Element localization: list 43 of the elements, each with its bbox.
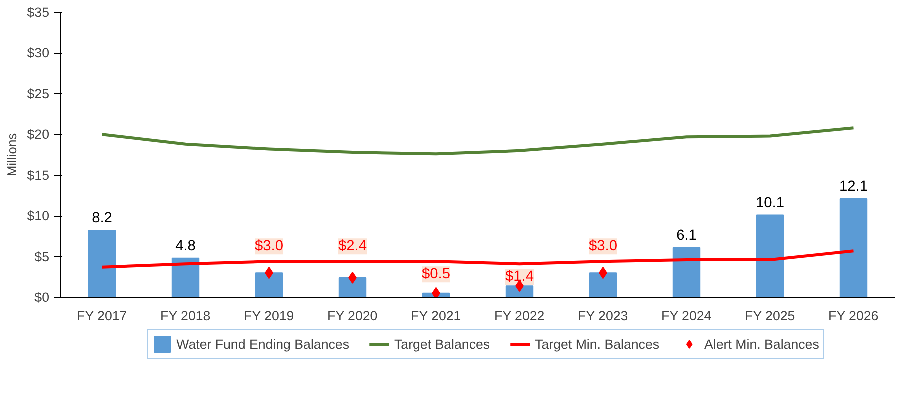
y-tick-label: $35 [27,5,50,20]
data-label: 10.1 [756,195,785,212]
line-series [100,250,856,269]
bar [255,272,284,298]
x-tick-label: FY 2025 [745,308,796,324]
y-tick-label: $5 [34,249,50,264]
bar [172,258,200,298]
data-label: 4.8 [176,238,196,254]
data-label: $1.4 [505,269,534,286]
bar [88,230,116,298]
bar [840,198,868,298]
x-tick-label: FY 2019 [244,308,294,324]
y-axis-title: Millions [4,132,20,177]
legend-label: Target Balances [394,336,490,352]
y-tick-label: $15 [27,168,50,183]
bar [756,214,784,298]
bar [672,247,701,298]
data-label: $0.5 [422,266,451,283]
y-tick-label: $0 [34,290,50,305]
y-tick-label: $10 [27,208,50,224]
data-label: $3.0 [254,238,284,255]
x-tick-label: FY 2017 [77,308,128,324]
data-label: 6.1 [676,228,697,244]
x-tick-label: FY 2026 [828,308,879,324]
y-tick-label: $30 [27,46,50,61]
legend-label: Water Fund Ending Balances [176,336,350,352]
legend-label: Target Min. Balances [535,336,660,352]
data-label: $3.0 [588,238,618,255]
data-label: $2.4 [338,238,368,255]
y-tick-label: $25 [27,86,50,102]
x-tick-label: FY 2021 [411,308,462,324]
legend-label: Alert Min. Balances [704,336,820,352]
x-tick-label: FY 2024 [662,308,712,324]
bar [589,272,618,298]
x-tick-label: FY 2018 [160,308,211,324]
bar [338,277,367,298]
data-label: 12.1 [839,178,868,195]
line-series [100,126,856,156]
y-tick-label: $20 [27,127,50,142]
x-tick-label: FY 2020 [328,308,378,324]
x-tick-label: FY 2023 [578,308,628,324]
data-label: 8.2 [92,210,112,227]
x-tick-label: FY 2022 [494,308,545,324]
